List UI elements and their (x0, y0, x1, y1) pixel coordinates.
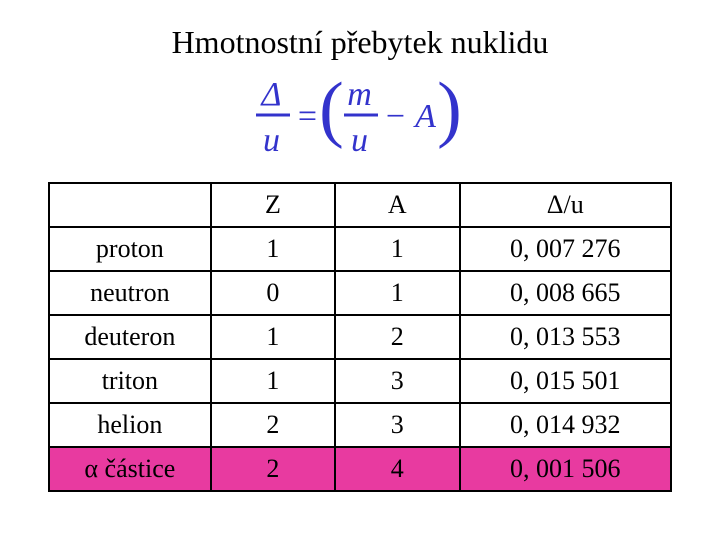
svg-text:(: ( (319, 71, 345, 150)
nuclide-table: Z A Δ/u proton 1 1 0, 007 276 neutron 0 … (48, 182, 672, 492)
cell-Z: 0 (211, 271, 335, 315)
cell-Z: 2 (211, 403, 335, 447)
col-header-A: A (335, 183, 459, 227)
row-label: neutron (49, 271, 211, 315)
cell-du: 0, 015 501 (460, 359, 672, 403)
table-row: triton 1 3 0, 015 501 (49, 359, 671, 403)
row-label: proton (49, 227, 211, 271)
row-label: triton (49, 359, 211, 403)
table-row: neutron 0 1 0, 008 665 (49, 271, 671, 315)
cell-du: 0, 007 276 (460, 227, 672, 271)
svg-text:−: − (386, 98, 406, 135)
svg-text:Δ: Δ (260, 76, 283, 113)
cell-Z: 1 (211, 359, 335, 403)
svg-text:=: = (298, 98, 318, 135)
cell-A: 3 (335, 403, 459, 447)
cell-A: 2 (335, 315, 459, 359)
table-row: α částice 2 4 0, 001 506 (49, 447, 671, 491)
table-row: proton 1 1 0, 007 276 (49, 227, 671, 271)
svg-text:): ) (437, 71, 463, 150)
cell-du: 0, 001 506 (460, 447, 672, 491)
table-header-row: Z A Δ/u (49, 183, 671, 227)
cell-A: 4 (335, 447, 459, 491)
col-header-empty (49, 183, 211, 227)
cell-A: 1 (335, 271, 459, 315)
table-row: helion 2 3 0, 014 932 (49, 403, 671, 447)
mass-excess-formula: Δ u = ( ) m u − A (250, 71, 470, 163)
col-header-Z: Z (211, 183, 335, 227)
svg-text:A: A (413, 98, 437, 135)
table-row: deuteron 1 2 0, 013 553 (49, 315, 671, 359)
row-label: deuteron (49, 315, 211, 359)
cell-Z: 1 (211, 315, 335, 359)
svg-text:u: u (263, 122, 281, 159)
formula-block: Δ u = ( ) m u − A (48, 71, 672, 168)
row-label: α částice (49, 447, 211, 491)
svg-text:m: m (347, 76, 373, 113)
svg-text:u: u (351, 122, 369, 159)
cell-Z: 1 (211, 227, 335, 271)
cell-du: 0, 014 932 (460, 403, 672, 447)
row-label: helion (49, 403, 211, 447)
cell-du: 0, 013 553 (460, 315, 672, 359)
page-title: Hmotnostní přebytek nuklidu (48, 24, 672, 61)
col-header-du: Δ/u (460, 183, 672, 227)
cell-du: 0, 008 665 (460, 271, 672, 315)
cell-Z: 2 (211, 447, 335, 491)
cell-A: 1 (335, 227, 459, 271)
cell-A: 3 (335, 359, 459, 403)
